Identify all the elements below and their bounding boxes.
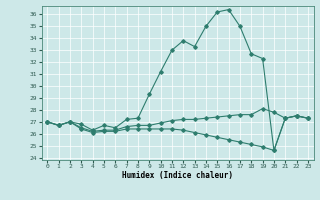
X-axis label: Humidex (Indice chaleur): Humidex (Indice chaleur) [122, 171, 233, 180]
